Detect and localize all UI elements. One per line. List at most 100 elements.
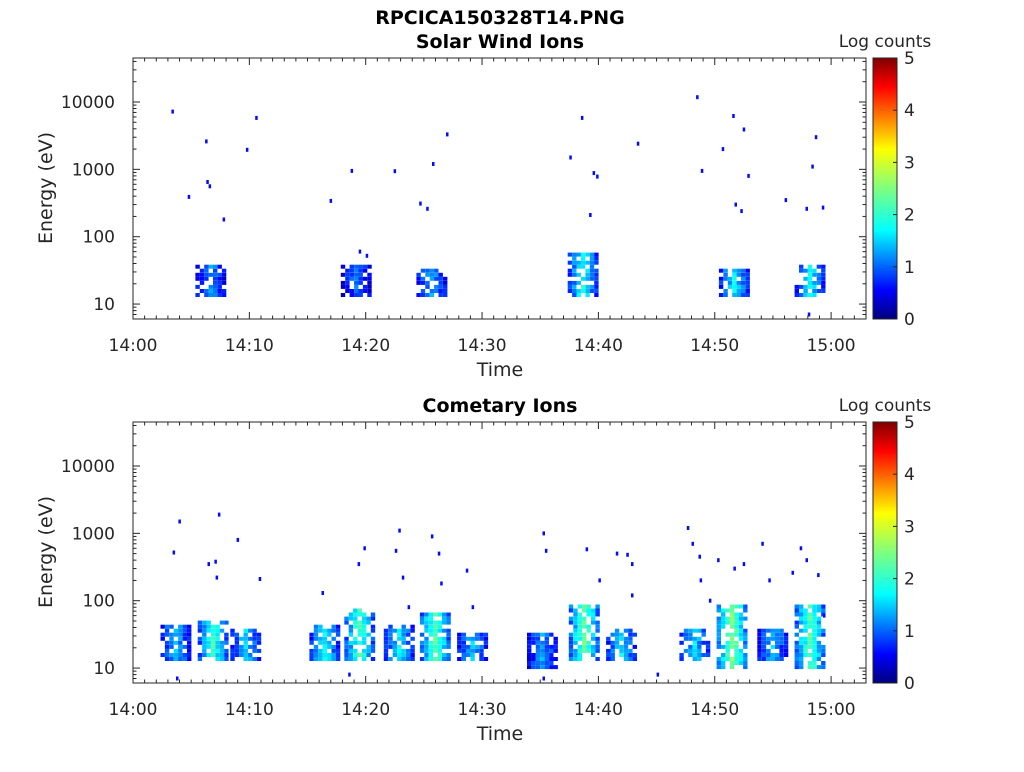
spectrogram-cell (224, 620, 229, 625)
spectrogram-cell (610, 653, 615, 657)
spectrogram-cell (461, 648, 466, 653)
spectrogram-cell (392, 653, 398, 657)
spectrogram-cell (438, 284, 443, 289)
spectrogram-cell (585, 284, 590, 289)
count-point (761, 541, 764, 546)
spectrogram-cell (446, 620, 451, 625)
spectrogram-cell (248, 657, 253, 661)
spectrogram-cell (794, 608, 799, 613)
count-point (178, 519, 181, 524)
spectrogram-cell (419, 620, 425, 625)
spectrogram-cell (370, 616, 376, 621)
spectrogram-cell (727, 284, 733, 289)
spectrogram-cell (799, 644, 804, 649)
spectrogram-cell (410, 648, 415, 653)
spectrogram-cell (794, 661, 799, 665)
spectrogram-cell (173, 653, 179, 657)
spectrogram-cell (619, 648, 624, 653)
spectrogram-cell (567, 252, 573, 257)
spectrogram-cell (779, 657, 784, 661)
spectrogram-cell (424, 612, 429, 617)
spectrogram-cell (586, 604, 591, 609)
spectrogram-cell (540, 632, 545, 637)
spectrogram-cell (761, 632, 767, 637)
spectrogram-cell (799, 628, 804, 633)
spectrogram-cell (799, 284, 804, 289)
spectrogram-cell (383, 632, 389, 637)
spectrogram-cell (594, 256, 599, 261)
spectrogram-cell (362, 284, 368, 289)
spectrogram-cell (217, 276, 222, 281)
spectrogram-cell (349, 276, 354, 281)
spectrogram-cell (335, 624, 341, 629)
spectrogram-cell (349, 293, 354, 297)
spectrogram-cell (211, 644, 216, 649)
spectrogram-cell (483, 644, 489, 649)
spectrogram-cell (419, 632, 425, 637)
spectrogram-cell (429, 289, 435, 293)
spectrogram-cell (479, 657, 484, 661)
spectrogram-cell (729, 636, 735, 641)
spectrogram-cell (812, 653, 817, 657)
spectrogram-cell (428, 624, 434, 629)
spectrogram-cell (362, 616, 367, 621)
spectrogram-cell (721, 616, 726, 621)
event-cluster (340, 264, 372, 297)
spectrogram-cell (736, 284, 741, 289)
spectrogram-cell (585, 252, 590, 257)
count-point (544, 548, 548, 553)
spectrogram-cell (803, 293, 808, 297)
spectrogram-cell (799, 264, 804, 269)
spectrogram-cell (705, 648, 711, 653)
spectrogram-cell (807, 280, 813, 285)
spectrogram-cell (252, 657, 257, 661)
spectrogram-cell (729, 616, 735, 621)
spectrogram-cell (783, 653, 789, 657)
spectrogram-cell (812, 289, 817, 293)
spectrogram-cell (701, 632, 706, 637)
spectrogram-cell (576, 293, 581, 297)
spectrogram-cell (204, 276, 209, 281)
spectrogram-cell (187, 628, 192, 633)
spectrogram-cell (392, 640, 398, 645)
spectrogram-cell (256, 648, 262, 653)
spectrogram-cell (474, 632, 480, 637)
spectrogram-cell (766, 640, 771, 645)
spectrogram-cell (327, 657, 332, 661)
y-tick-label: 10 (93, 659, 115, 679)
spectrogram-cell (419, 657, 425, 661)
spectrogram-cell (628, 657, 633, 661)
spectrogram-cell (252, 632, 257, 637)
spectrogram-cell (688, 644, 693, 649)
spectrogram-cell (248, 653, 253, 657)
spectrogram-cell (736, 293, 741, 297)
spectrogram-cell (433, 612, 438, 617)
spectrogram-cell (803, 628, 808, 633)
spectrogram-cell (428, 653, 434, 657)
count-point (245, 147, 249, 152)
spectrogram-cell (761, 653, 767, 657)
spectrogram-cell (729, 661, 735, 665)
spectrogram-cell (553, 644, 558, 649)
spectrogram-cell (527, 665, 532, 670)
spectrogram-cell (734, 653, 739, 657)
spectrogram-cell (211, 653, 216, 657)
spectrogram-cell (202, 640, 207, 645)
spectrogram-cell (388, 628, 393, 633)
count-point (742, 562, 746, 567)
spectrogram-cell (438, 289, 443, 293)
spectrogram-cell (256, 657, 262, 661)
spectrogram-cell (187, 644, 192, 649)
count-point (700, 168, 704, 173)
spectrogram-cell (353, 624, 358, 629)
count-point (821, 205, 825, 210)
spectrogram-cell (213, 268, 218, 273)
spectrogram-cell (732, 280, 737, 285)
spectrogram-cell (397, 628, 402, 633)
spectrogram-cell (429, 293, 435, 297)
spectrogram-cell (457, 657, 462, 661)
count-point (465, 568, 469, 573)
spectrogram-cell (576, 260, 581, 265)
spectrogram-cell (437, 653, 442, 657)
spectrogram-cell (757, 632, 762, 637)
